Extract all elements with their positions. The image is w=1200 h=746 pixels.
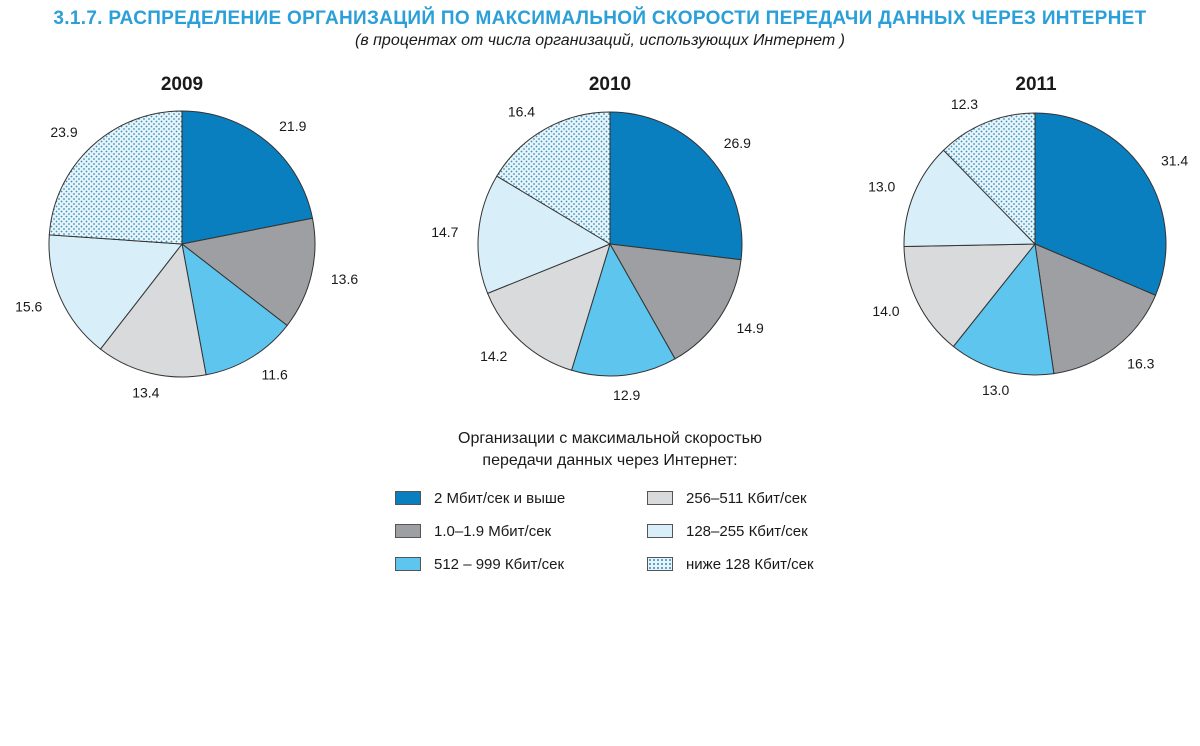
- pie-value-label-2010-2mbit: 26.9: [724, 135, 751, 151]
- pie-value-label-2010-256kbit: 14.2: [480, 348, 507, 364]
- chart-title: 3.1.7. РАСПРЕДЕЛЕНИЕ ОРГАНИЗАЦИЙ ПО МАКС…: [53, 8, 1147, 29]
- pie-slice-2009-2mbit: [181, 110, 314, 245]
- pie-value-label-2010-512kbit: 12.9: [613, 387, 640, 403]
- pie-value-label-2011-2mbit: 31.4: [1161, 153, 1188, 169]
- legend-swatch: [395, 557, 421, 571]
- pie-value-label-2011-512kbit: 13.0: [982, 382, 1009, 398]
- pie-slice-2010-below128: [496, 111, 611, 245]
- pie-value-label-2009-below128: 23.9: [50, 124, 77, 140]
- legend-swatch: [647, 491, 673, 505]
- legend-swatch: [395, 491, 421, 505]
- pie-slice-2009-128kbit: [48, 234, 183, 350]
- legend-title: Организации с максимальной скоростью пер…: [410, 428, 810, 472]
- legend-label: 256–511 Кбит/сек: [686, 489, 807, 507]
- pie-value-label-2009-256kbit: 13.4: [132, 385, 159, 401]
- pie-slice-2009-512kbit: [181, 242, 288, 376]
- pie-slice-2010-128kbit: [477, 175, 612, 295]
- legend-title-line2: передачи данных через Интернет:: [482, 452, 738, 469]
- pie-value-label-2011-1mbit: 16.3: [1127, 356, 1154, 372]
- legend-item-below128: ниже 128 Кбит/сек: [647, 554, 814, 574]
- pie-slice-2010-512kbit: [570, 242, 676, 377]
- pie-slice-2010-1mbit: [609, 243, 742, 360]
- legend-label: ниже 128 Кбит/сек: [686, 555, 814, 573]
- pie-slice-2011-2mbit: [1034, 112, 1167, 296]
- legend-item-2mbit: 2 Мбит/сек и выше: [395, 488, 565, 508]
- legend-item-512kbit: 512 – 999 Кбит/сек: [395, 554, 564, 574]
- pie-slice-2010-256kbit: [486, 243, 611, 371]
- legend-label: 1.0–1.9 Мбит/сек: [434, 522, 552, 540]
- pie-value-label-2011-256kbit: 14.0: [872, 303, 899, 319]
- pie-value-label-2009-128kbit: 15.6: [15, 299, 42, 315]
- pie-value-label-2009-1mbit: 13.6: [331, 271, 358, 287]
- pie-slice-2009-1mbit: [180, 217, 316, 327]
- pie-title-2011: 2011: [1015, 74, 1057, 95]
- pie-slice-2010-2mbit: [609, 111, 743, 261]
- pie-title-2010: 2010: [588, 74, 632, 95]
- legend-label: 128–255 Кбит/сек: [686, 522, 808, 540]
- pie-slice-2011-128kbit: [903, 149, 1037, 247]
- pie-value-label-2010-1mbit: 14.9: [737, 320, 764, 336]
- legend-item-128kbit: 128–255 Кбит/сек: [647, 521, 808, 541]
- pie-value-label-2010-below128: 16.4: [508, 104, 535, 120]
- legend-label: 512 – 999 Кбит/сек: [434, 555, 565, 573]
- pie-slice-2011-512kbit: [952, 242, 1055, 376]
- pie-slice-2009-256kbit: [99, 242, 207, 378]
- pie-value-label-2011-below128: 12.3: [951, 96, 978, 112]
- legend-swatch: [647, 557, 673, 571]
- pie-value-label-2011-128kbit: 13.0: [868, 179, 895, 195]
- pie-slice-2009-below128: [48, 110, 183, 245]
- legend-label: 2 Мбит/сек и выше: [434, 489, 566, 507]
- legend-swatch: [647, 524, 673, 538]
- pie-value-label-2009-512kbit: 11.6: [262, 367, 288, 383]
- pie-value-label-2009-2mbit: 21.9: [279, 118, 306, 134]
- pie-value-label-2010-128kbit: 14.7: [431, 224, 458, 240]
- pie-slice-2011-256kbit: [903, 243, 1037, 348]
- pie-slice-2011-1mbit: [1034, 243, 1157, 375]
- legend-item-1mbit: 1.0–1.9 Мбит/сек: [395, 521, 551, 541]
- pie-title-2009: 2009: [160, 74, 204, 95]
- legend-item-256kbit: 256–511 Кбит/сек: [647, 488, 807, 508]
- legend-title-line1: Организации с максимальной скоростью: [458, 430, 762, 447]
- legend-swatch: [395, 524, 421, 538]
- pie-slice-2011-below128: [942, 112, 1036, 246]
- chart-subtitle: (в процентах от числа организаций, испол…: [355, 32, 845, 49]
